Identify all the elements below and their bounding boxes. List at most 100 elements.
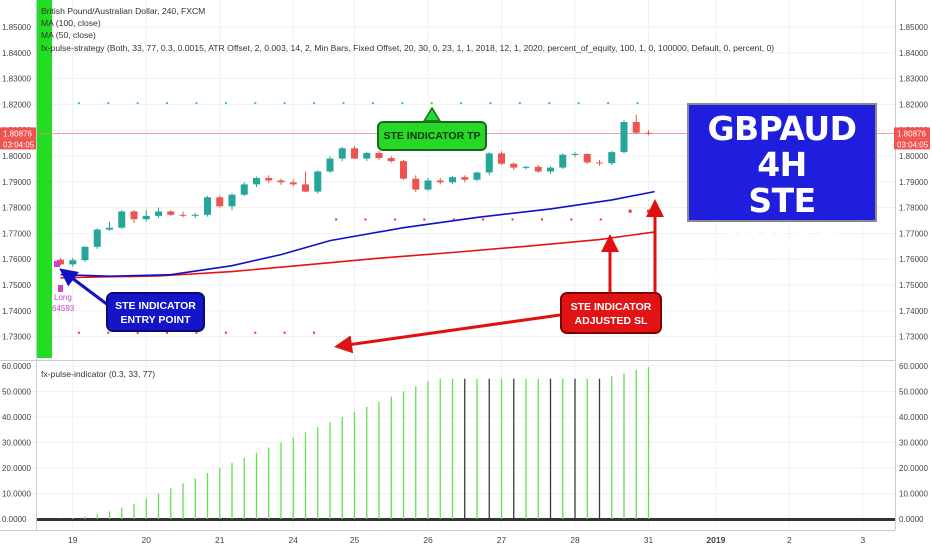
tp-dot	[489, 102, 492, 105]
sl-dot	[423, 218, 426, 221]
title-line-2: STE PULSE	[724, 181, 840, 256]
candle-body	[57, 259, 64, 265]
title-box: GBPAUD 4H STE PULSE INDICATOR	[687, 103, 888, 291]
candle-body	[473, 172, 481, 180]
entry-marker	[58, 285, 63, 292]
candle-body	[118, 211, 126, 228]
sl-dot	[313, 331, 316, 334]
candle-body	[130, 211, 138, 220]
y-tick-left: 1.83000	[2, 75, 31, 84]
ind-y-tick-right: 50.0000	[899, 388, 928, 397]
sl-dot	[452, 218, 455, 221]
sl-dot	[283, 331, 286, 334]
ma50-line	[60, 190, 655, 278]
candle-body	[547, 167, 554, 172]
candle-body	[106, 227, 113, 230]
x-tick: 2	[787, 535, 792, 545]
sl-dot	[482, 218, 485, 221]
candle-body	[69, 260, 77, 265]
y-tick-left: 1.74000	[2, 307, 31, 316]
candle-body	[191, 214, 199, 216]
countdown-tag	[894, 138, 930, 150]
x-tick: 21	[215, 535, 225, 545]
candle-body	[632, 121, 640, 133]
last-price-tag	[0, 127, 36, 139]
sl-dot	[511, 218, 514, 221]
y-tick-right: 1.75000	[899, 281, 928, 290]
ind-y-tick-left: 0.0000	[2, 515, 27, 524]
y-tick-left: 1.78000	[2, 204, 31, 213]
sl-dot	[335, 218, 338, 221]
x-tick: 31	[644, 535, 654, 545]
sl-callout: STE INDICATOR ADJUSTED SL	[560, 292, 662, 334]
y-tick-left: 1.82000	[2, 100, 31, 109]
entry-long-label: Long	[54, 293, 72, 302]
ind-y-tick-left: 50.0000	[2, 388, 31, 397]
x-tick: 27	[497, 535, 507, 545]
candle-body	[387, 158, 395, 162]
tp-dot	[166, 102, 169, 105]
last-price-tag	[894, 127, 930, 139]
candle-body	[265, 177, 273, 181]
y-tick-right: 1.80000	[899, 152, 928, 161]
moving-averages	[60, 190, 655, 279]
x-tick: 3	[861, 535, 866, 545]
ind-y-tick-right: 10.0000	[899, 490, 928, 499]
candle-body	[338, 148, 346, 159]
tp-dot	[401, 102, 404, 105]
y-tick-left: 1.77000	[2, 229, 31, 238]
y-tick-right: 1.74000	[899, 307, 928, 316]
candle-body	[302, 184, 309, 192]
entry-qty-label: 64593	[52, 304, 75, 313]
y-tick-right: 1.84000	[899, 49, 928, 58]
candle-body	[596, 162, 603, 164]
x-tick: 19	[68, 535, 78, 545]
candle-body	[461, 177, 469, 180]
countdown-tag	[0, 138, 36, 150]
candle-body	[375, 152, 383, 159]
ind-y-tick-right: 0.0000	[899, 515, 924, 524]
ind-y-tick-right: 20.0000	[899, 464, 928, 473]
ind-y-tick-left: 40.0000	[2, 413, 31, 422]
sl-callout-line-2: ADJUSTED SL	[574, 315, 648, 327]
ind-y-tick-right: 30.0000	[899, 439, 928, 448]
ind-y-tick-left: 60.0000	[2, 362, 31, 371]
x-tick: 2019	[706, 535, 725, 545]
tp-callout: STE INDICATOR TP	[377, 121, 487, 151]
sl-callout-line-1: STE INDICATOR	[570, 301, 652, 313]
x-tick: 25	[350, 535, 360, 545]
candle-body	[179, 214, 187, 216]
candle-body	[424, 180, 432, 190]
candle-body	[314, 171, 322, 192]
x-tick: 20	[142, 535, 152, 545]
tp-dot	[224, 102, 227, 105]
candle-body	[534, 166, 542, 172]
candle-body	[363, 152, 371, 159]
last-price-label: 1.80876	[3, 129, 32, 138]
tp-dot	[107, 102, 110, 105]
indicator-pane	[36, 367, 896, 521]
tp-dot	[430, 102, 433, 105]
y-tick-left: 1.75000	[2, 281, 31, 290]
candle-body	[81, 246, 89, 261]
y-tick-right: 1.82000	[899, 100, 928, 109]
candle-body	[253, 177, 260, 185]
y-tick-right: 1.83000	[899, 75, 928, 84]
candle-body	[583, 153, 591, 163]
sl-dot	[393, 218, 396, 221]
tp-dot	[607, 102, 610, 105]
sl-dot	[540, 218, 543, 221]
ind-y-tick-left: 10.0000	[2, 490, 31, 499]
candle-body	[559, 154, 567, 168]
candle-body	[93, 229, 101, 247]
sl-dot	[107, 331, 110, 334]
title-line-1: GBPAUD 4H	[707, 109, 857, 184]
y-tick-right: 1.78000	[899, 204, 928, 213]
candle-body	[289, 182, 297, 185]
y-tick-right: 1.79000	[899, 178, 928, 187]
candle-body	[412, 178, 420, 190]
tp-dot	[195, 102, 198, 105]
annotation-arrows	[59, 106, 664, 354]
